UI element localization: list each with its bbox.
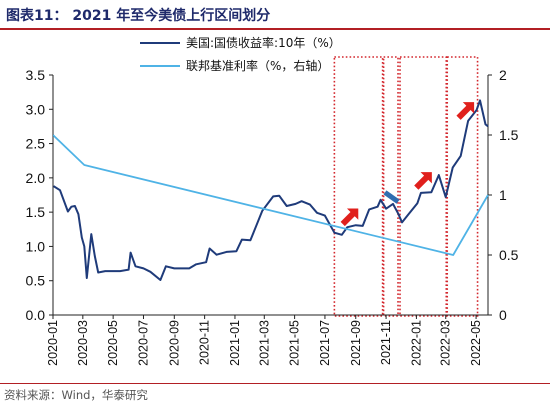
x-tick-label: 2020-11 (198, 320, 212, 365)
x-tick-label: 2021-01 (228, 320, 242, 366)
x-tick-label: 2020-03 (76, 320, 90, 366)
highlight-period-box (446, 56, 479, 317)
y-tick-label-right: 0 (499, 307, 507, 323)
y-tick-label-left: 0.0 (26, 307, 46, 323)
x-tick-label: 2020-07 (136, 320, 150, 366)
y-tick-label-right: 1.5 (499, 127, 519, 143)
yield-chart: 0.0 0.5 1.0 1.5 2.0 2.5 3.0 3.5 0 0.5 1 1.5 2 2020-… (26, 35, 519, 366)
title-divider (0, 28, 550, 30)
x-tick-label: 2021-11 (379, 320, 393, 365)
x-tick-label: 2021-07 (318, 320, 332, 366)
y-tick-label-right: 1 (499, 187, 507, 203)
red-up-arrow (340, 208, 359, 227)
x-tick-label: 2020-01 (46, 320, 60, 366)
y-tick-label-left: 2.0 (26, 170, 46, 186)
legend-label-yield: 美国:国债收益率:10年（%） (186, 35, 341, 50)
y-tick-label-left: 1.0 (26, 238, 46, 254)
arrow-shape (340, 208, 359, 227)
y-tick-label-left: 1.5 (26, 204, 46, 220)
highlight-period-box (382, 56, 399, 317)
x-tick-label: 2022-03 (439, 320, 453, 366)
y-tick-label-right: 2 (499, 67, 507, 83)
red-up-arrow (456, 102, 475, 120)
y-tick-label-right: 0.5 (499, 247, 519, 263)
x-tick-label: 2021-09 (349, 320, 363, 366)
highlight-period-box (333, 56, 384, 317)
footer-divider (0, 383, 550, 384)
y-tick-label-left: 3.0 (26, 101, 46, 117)
arrow-shape (456, 102, 475, 120)
x-tick-label: 2022-05 (469, 320, 483, 366)
blue-down-arrow (383, 190, 400, 204)
legend-label-fed: 联邦基准利率（%，右轴） (186, 58, 329, 73)
x-tick-label: 2021-03 (257, 320, 271, 366)
x-tick-label: 2020-05 (106, 320, 120, 366)
x-tick-label: 2022-01 (409, 320, 423, 366)
x-tick-label: 2021-05 (288, 320, 302, 366)
arrow-shape (414, 172, 432, 190)
fed-funds-rate-line (53, 134, 489, 256)
red-up-arrow (414, 172, 432, 190)
y-tick-label-left: 0.5 (26, 273, 46, 289)
source-note: 资料来源：Wind，华泰研究 (4, 388, 148, 402)
chart-title: 图表11： 2021 年至今美债上行区间划分 (6, 8, 271, 24)
highlight-period-box (399, 56, 448, 317)
y-tick-label-left: 2.5 (26, 136, 46, 152)
x-tick-label: 2020-09 (167, 320, 181, 366)
y-tick-label-left: 3.5 (26, 67, 46, 83)
treasury-yield-line (53, 99, 489, 281)
arrow-shape (383, 190, 400, 204)
